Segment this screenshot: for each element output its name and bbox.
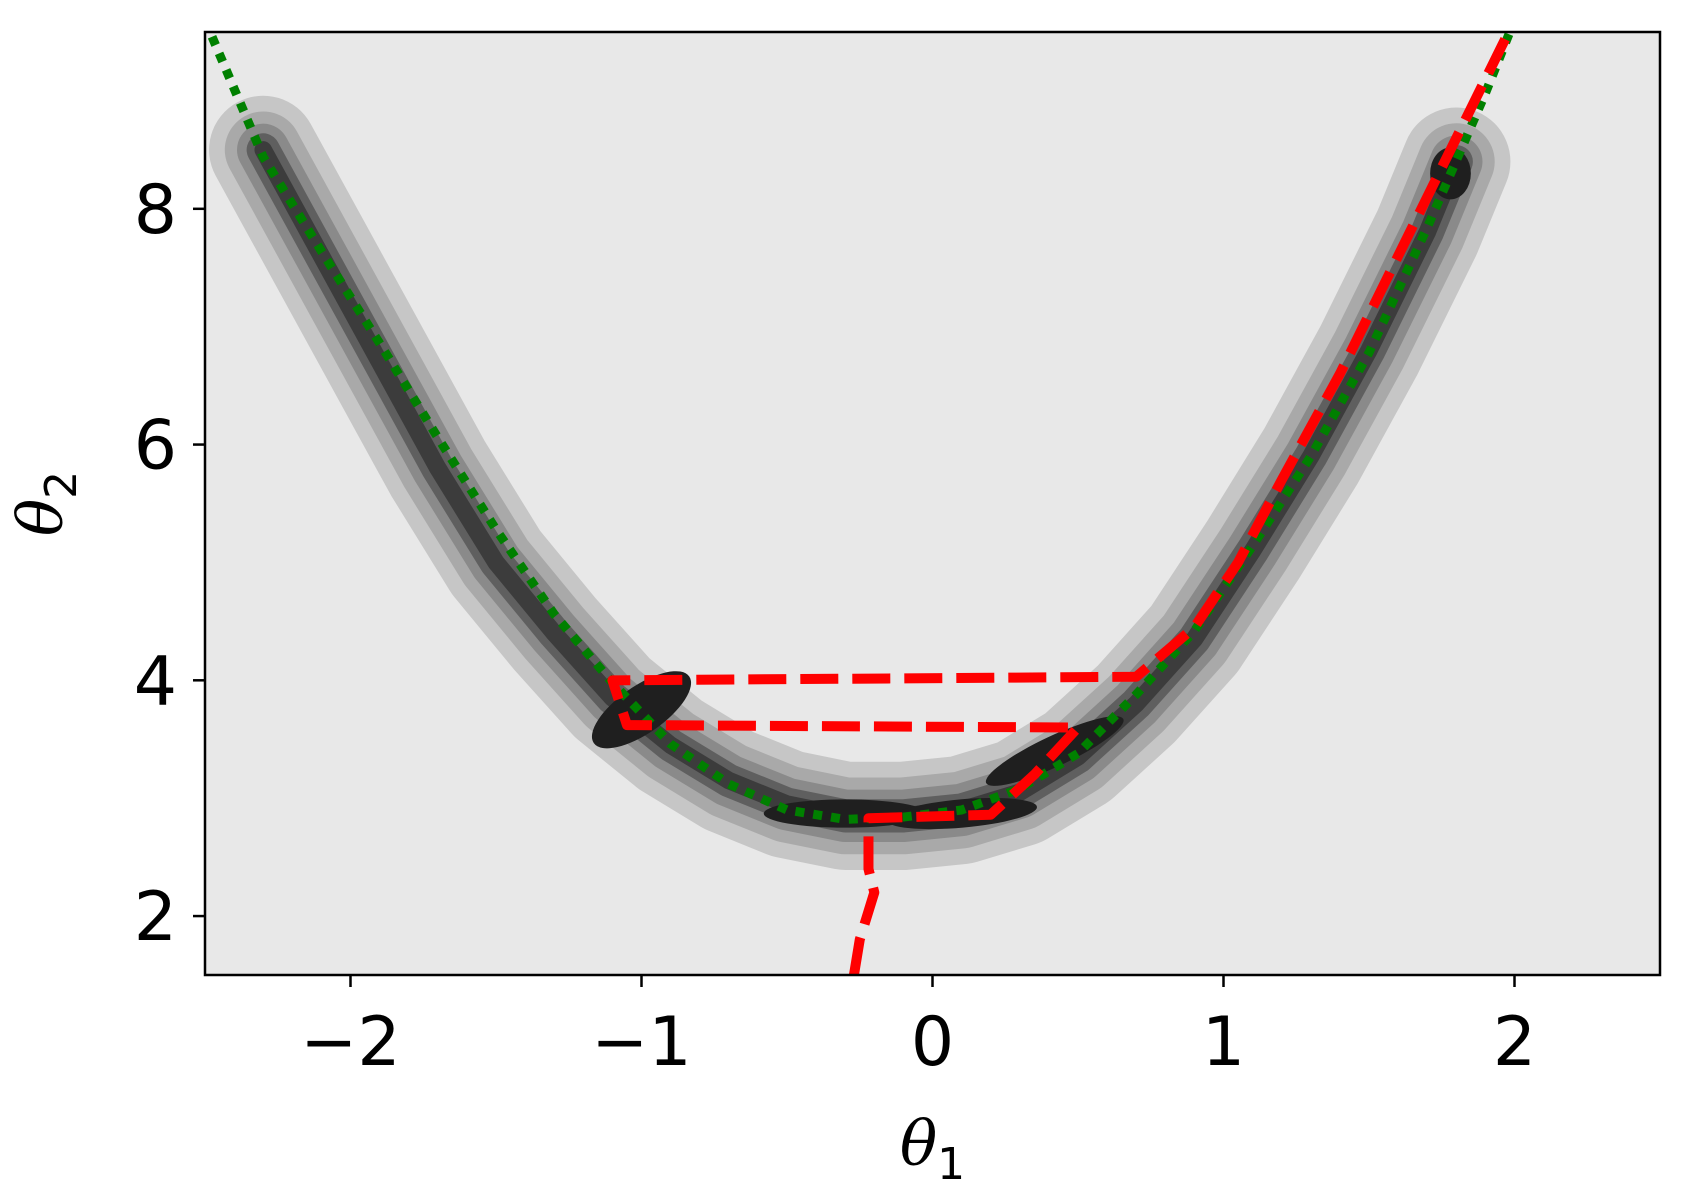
y-tick-label: 2 (134, 878, 177, 957)
x-tick-label: −1 (591, 1003, 691, 1082)
x-axis: −2 −1 0 1 2 (300, 975, 1536, 1082)
y-tick-label: 8 (134, 171, 177, 250)
dashed-red-line (607, 32, 1514, 975)
x-tick-label: 0 (911, 1003, 954, 1082)
x-tick-label: −2 (300, 1003, 400, 1082)
x-axis-label: θ1 (900, 1107, 965, 1190)
y-axis: 2 4 6 8 (134, 171, 205, 957)
series-layer (205, 32, 1515, 975)
y-tick-label: 6 (134, 407, 177, 486)
x-tick-label: 1 (1202, 1003, 1245, 1082)
density-peak-1 (591, 671, 692, 749)
y-tick-label: 4 (134, 642, 177, 721)
x-tick-label: 2 (1493, 1003, 1536, 1082)
y-axis-label: θ2 (4, 471, 87, 536)
